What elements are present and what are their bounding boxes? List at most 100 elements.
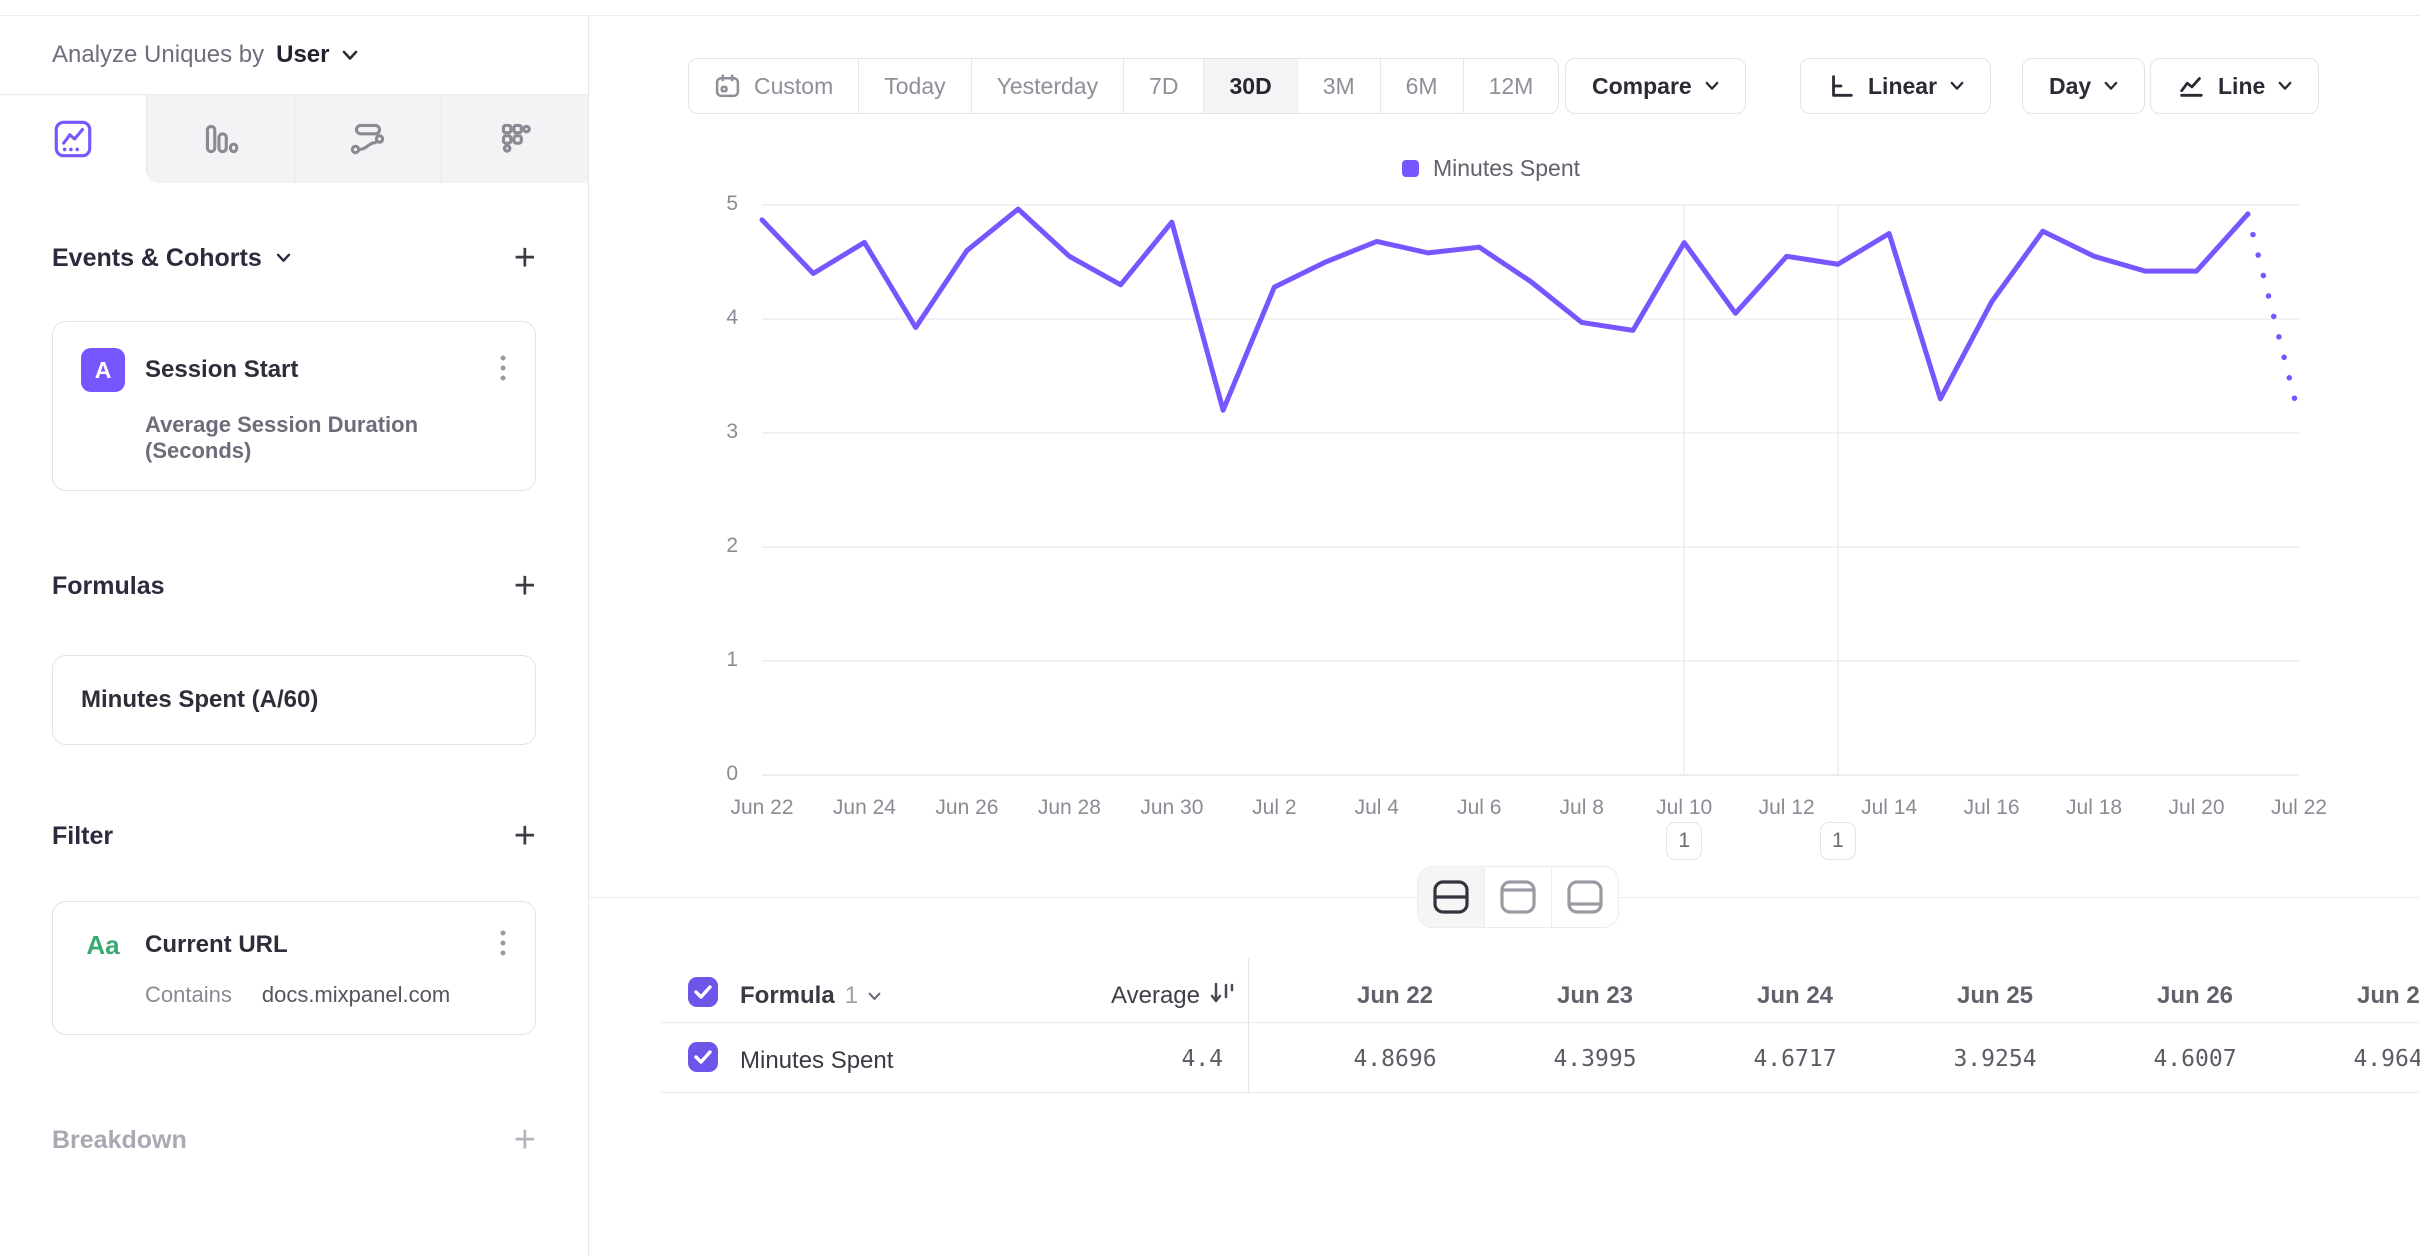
x-tick-label: Jul 22 bbox=[2270, 796, 2328, 819]
legend-item-minutes-spent[interactable]: Minutes Spent bbox=[1402, 155, 1580, 182]
chart-only-view-button[interactable] bbox=[1484, 867, 1551, 927]
x-tick-label: Jun 26 bbox=[935, 796, 999, 819]
chevron-down-icon[interactable] bbox=[342, 50, 358, 61]
x-tick-label: Jul 18 bbox=[2066, 796, 2123, 819]
table-row-border bbox=[660, 1092, 2420, 1093]
tab-metrics[interactable] bbox=[440, 95, 588, 183]
tab-flows[interactable] bbox=[293, 95, 441, 183]
analyze-uniques-value[interactable]: User bbox=[276, 41, 330, 68]
range-today[interactable]: Today bbox=[858, 59, 970, 113]
kebab-menu-icon[interactable] bbox=[499, 353, 507, 387]
filter-card[interactable]: Aa Current URL Contains docs.mixpanel.co… bbox=[52, 901, 536, 1035]
date-column-header: Jun 23 bbox=[1556, 982, 1634, 1009]
tab-insights-line[interactable] bbox=[0, 95, 147, 183]
sort-descending-icon[interactable] bbox=[1208, 980, 1238, 1007]
range-12m[interactable]: 12M bbox=[1462, 59, 1559, 113]
add-filter-button[interactable]: + bbox=[513, 815, 536, 857]
x-tick-label: Jun 28 bbox=[1037, 796, 1101, 819]
series-line-minutes-spent bbox=[759, 206, 2251, 413]
breakdown-title: Breakdown bbox=[52, 1125, 187, 1154]
date-column-header: Jun 26 bbox=[2156, 982, 2234, 1009]
bar-chart-tab-icon bbox=[197, 116, 243, 162]
formula-card[interactable]: Minutes Spent (A/60) bbox=[52, 655, 536, 745]
series-row-label[interactable]: Minutes Spent bbox=[740, 1047, 894, 1074]
event-measurement[interactable]: Average Session Duration (Seconds) bbox=[145, 412, 419, 463]
date-column-header: Jun 24 bbox=[1756, 982, 1834, 1009]
granularity-button[interactable]: Day bbox=[2022, 58, 2146, 114]
range-3m[interactable]: 3M bbox=[1296, 59, 1380, 113]
series-cell-value: 4.8696 bbox=[1353, 1046, 1437, 1072]
range-6m[interactable]: 6M bbox=[1379, 59, 1463, 113]
string-property-icon: Aa bbox=[86, 929, 120, 960]
filter-title: Filter bbox=[52, 821, 114, 850]
filter-value[interactable]: docs.mixpanel.com bbox=[261, 982, 451, 1007]
y-tick-label: 1 bbox=[726, 648, 738, 671]
table-header-border bbox=[660, 1022, 2420, 1023]
tab-bar-chart[interactable] bbox=[146, 95, 294, 183]
annotation-badge[interactable]: 1 bbox=[1819, 822, 1856, 860]
query-builder-sidebar: Analyze Uniques by User bbox=[0, 16, 589, 1256]
series-average-value: 4.4 bbox=[1181, 1046, 1223, 1072]
date-column-header: Jun 22 bbox=[1356, 982, 1434, 1009]
range-yesterday[interactable]: Yesterday bbox=[970, 59, 1123, 113]
line-chart-icon bbox=[2177, 72, 2205, 100]
range-custom[interactable]: Custom bbox=[689, 59, 858, 113]
series-cell-value: 4.9640 bbox=[2353, 1046, 2420, 1072]
y-tick-label: 3 bbox=[726, 420, 738, 443]
analyze-uniques-row: Analyze Uniques by User bbox=[0, 16, 588, 94]
select-all-checkbox[interactable] bbox=[688, 977, 718, 1007]
chevron-down-icon[interactable] bbox=[276, 253, 291, 263]
top-divider bbox=[0, 15, 2420, 16]
x-tick-label: Jul 8 bbox=[1559, 796, 1604, 819]
event-card[interactable]: A Session Start Average Session Duration… bbox=[52, 321, 536, 491]
events-cohorts-title: Events & Cohorts bbox=[52, 243, 262, 272]
y-tick-label: 5 bbox=[726, 192, 738, 215]
panel-layout-toggle bbox=[1417, 866, 1619, 928]
formula-name[interactable]: Minutes Spent (A/60) bbox=[81, 686, 319, 713]
formulas-title: Formulas bbox=[52, 571, 165, 600]
x-tick-label: Jul 4 bbox=[1354, 796, 1399, 819]
query-builder-sections: Events & Cohorts + A Session Start Avera… bbox=[0, 239, 588, 1159]
x-tick-label: Jul 12 bbox=[1758, 796, 1815, 819]
add-formula-button[interactable]: + bbox=[513, 565, 536, 607]
x-tick-label: Jul 2 bbox=[1252, 796, 1297, 819]
row-checkbox[interactable] bbox=[688, 1042, 718, 1072]
filter-header: Filter + bbox=[52, 817, 536, 855]
line-chart-tab-icon bbox=[50, 116, 96, 162]
split-view-button[interactable] bbox=[1418, 867, 1484, 927]
y-tick-label: 2 bbox=[726, 534, 738, 557]
x-tick-label: Jul 20 bbox=[2168, 796, 2225, 819]
average-column-header[interactable]: Average bbox=[1111, 982, 1200, 1009]
formulas-header: Formulas + bbox=[52, 567, 536, 605]
linear-axis-icon bbox=[1827, 72, 1855, 100]
series-cell-value: 3.9254 bbox=[1953, 1046, 2037, 1072]
metrics-tab-icon bbox=[492, 116, 538, 162]
date-column-header: Jun 25 bbox=[1956, 982, 2034, 1009]
flows-tab-icon bbox=[345, 116, 391, 162]
series-group-header[interactable]: Formula 1 bbox=[740, 982, 881, 1010]
x-tick-label: Jun 30 bbox=[1140, 796, 1204, 819]
annotation-badge[interactable]: 1 bbox=[1666, 822, 1703, 860]
range-30d[interactable]: 30D bbox=[1203, 59, 1297, 113]
add-breakdown-button[interactable]: + bbox=[513, 1119, 536, 1161]
chart-type-button[interactable]: Line bbox=[2150, 58, 2320, 114]
visualization-tabbar bbox=[0, 94, 588, 183]
table-only-view-button[interactable] bbox=[1551, 867, 1618, 927]
breakdown-header: Breakdown + bbox=[52, 1121, 536, 1159]
range-7d[interactable]: 7D bbox=[1123, 59, 1203, 113]
filter-property-name[interactable]: Current URL bbox=[145, 931, 288, 958]
scale-button[interactable]: Linear bbox=[1800, 58, 1992, 114]
add-event-button[interactable]: + bbox=[513, 237, 536, 279]
kebab-menu-icon[interactable] bbox=[499, 928, 507, 962]
x-tick-label: Jul 10 bbox=[1656, 796, 1713, 819]
filter-operator[interactable]: Contains bbox=[145, 982, 232, 1007]
event-name[interactable]: Session Start bbox=[145, 356, 299, 383]
legend-label: Minutes Spent bbox=[1433, 155, 1581, 181]
y-tick-label: 0 bbox=[726, 762, 738, 785]
series-cell-value: 4.3995 bbox=[1553, 1046, 1637, 1072]
analyze-uniques-label: Analyze Uniques by bbox=[52, 41, 265, 68]
series-cell-value: 4.6717 bbox=[1753, 1046, 1837, 1072]
compare-button[interactable]: Compare bbox=[1565, 58, 1746, 114]
events-cohorts-header: Events & Cohorts + bbox=[52, 239, 536, 277]
